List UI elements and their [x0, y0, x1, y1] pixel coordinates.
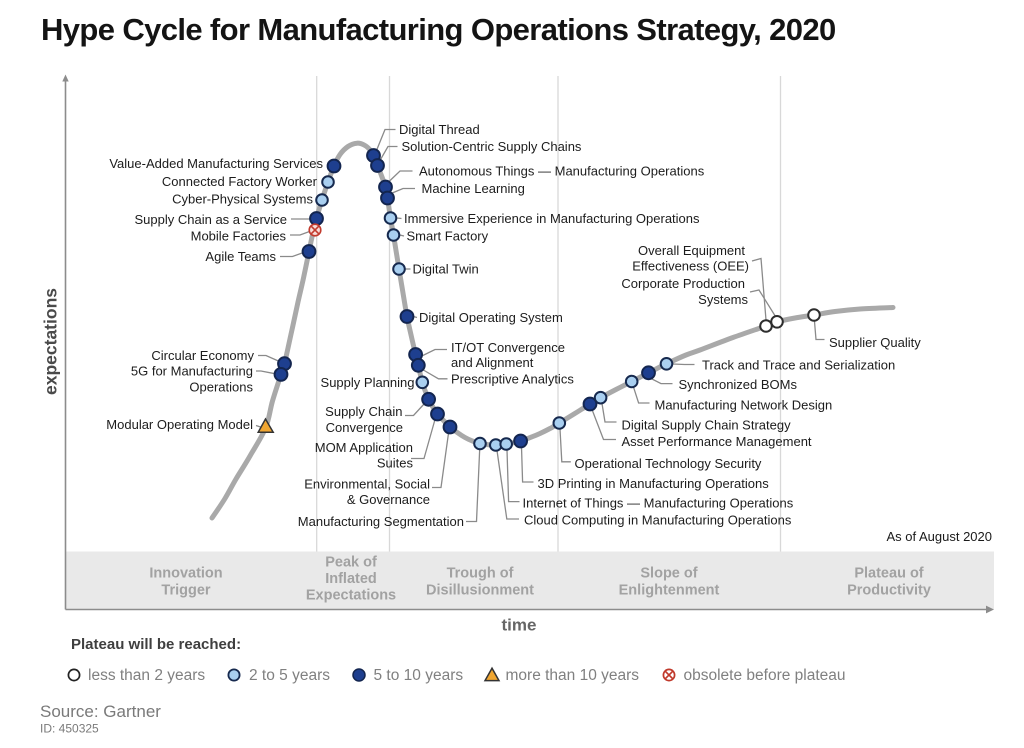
svg-text:and Alignment: and Alignment — [451, 355, 534, 370]
svg-text:Convergence: Convergence — [326, 420, 403, 435]
svg-text:Inflated: Inflated — [325, 571, 377, 587]
svg-text:Cyber-Physical Systems: Cyber-Physical Systems — [172, 192, 313, 207]
svg-text:Track and Trace and Serializat: Track and Trace and Serialization — [702, 358, 895, 373]
svg-text:Value-Added Manufacturing Serv: Value-Added Manufacturing Services — [109, 156, 323, 171]
svg-text:2 to 5 years: 2 to 5 years — [249, 667, 330, 684]
svg-text:Digital Twin: Digital Twin — [413, 262, 479, 277]
svg-text:Peak of: Peak of — [325, 555, 377, 571]
svg-text:ID: 450325: ID: 450325 — [40, 722, 99, 736]
svg-text:Asset Performance Management: Asset Performance Management — [622, 434, 812, 449]
svg-text:Supply Planning: Supply Planning — [321, 375, 415, 390]
svg-text:3D Printing in Manufacturing O: 3D Printing in Manufacturing Operations — [538, 476, 770, 491]
svg-text:Suites: Suites — [377, 456, 414, 471]
svg-text:Corporate Production: Corporate Production — [621, 276, 745, 291]
svg-text:Systems: Systems — [698, 292, 748, 307]
svg-text:more than 10 years: more than 10 years — [506, 667, 640, 684]
svg-text:Operational Technology Securit: Operational Technology Security — [575, 456, 762, 471]
svg-text:obsolete before plateau: obsolete before plateau — [684, 667, 846, 684]
svg-text:Effectiveness (OEE): Effectiveness (OEE) — [632, 259, 749, 274]
svg-text:Manufacturing Network Design: Manufacturing Network Design — [655, 398, 833, 413]
svg-text:Cloud Computing in Manufacturi: Cloud Computing in Manufacturing Operati… — [524, 513, 792, 528]
svg-text:Plateau of: Plateau of — [854, 566, 923, 582]
svg-text:Supply Chain as a Service: Supply Chain as a Service — [135, 212, 287, 227]
svg-text:Smart Factory: Smart Factory — [407, 229, 489, 244]
svg-text:time: time — [502, 616, 537, 635]
svg-text:Prescriptive Analytics: Prescriptive Analytics — [451, 372, 574, 387]
svg-text:Operations: Operations — [189, 380, 253, 395]
svg-text:Disillusionment: Disillusionment — [426, 583, 534, 599]
svg-text:Synchronized BOMs: Synchronized BOMs — [679, 377, 798, 392]
svg-text:Autonomous Things — Manufactur: Autonomous Things — Manufacturing Operat… — [419, 164, 705, 179]
svg-text:Immersive Experience in Manufa: Immersive Experience in Manufacturing Op… — [404, 211, 700, 226]
svg-text:Digital Operating System: Digital Operating System — [419, 310, 563, 325]
svg-text:Overall Equipment: Overall Equipment — [638, 243, 745, 258]
svg-text:Supply Chain: Supply Chain — [325, 404, 402, 419]
svg-text:Internet of Things — Manufactu: Internet of Things — Manufacturing Opera… — [523, 496, 794, 511]
svg-text:Digital Supply Chain Strategy: Digital Supply Chain Strategy — [622, 418, 792, 433]
svg-text:Hype Cycle for Manufacturing O: Hype Cycle for Manufacturing Operations … — [41, 12, 836, 47]
svg-text:Manufacturing Segmentation: Manufacturing Segmentation — [298, 514, 464, 529]
svg-text:Environmental, Social: Environmental, Social — [304, 477, 430, 492]
svg-text:Modular Operating Model: Modular Operating Model — [106, 417, 253, 432]
svg-text:Slope of: Slope of — [640, 566, 697, 582]
svg-text:Trough of: Trough of — [447, 566, 514, 582]
svg-text:expectations: expectations — [41, 288, 61, 395]
svg-text:& Governance: & Governance — [347, 492, 430, 507]
svg-text:Expectations: Expectations — [306, 588, 396, 604]
svg-text:Machine Learning: Machine Learning — [422, 181, 525, 196]
svg-text:Digital Thread: Digital Thread — [399, 122, 480, 137]
svg-text:IT/OT Convergence: IT/OT Convergence — [451, 340, 565, 355]
svg-text:Source: Gartner: Source: Gartner — [40, 702, 161, 721]
svg-text:As of August 2020: As of August 2020 — [886, 529, 992, 544]
svg-text:Supplier Quality: Supplier Quality — [829, 335, 921, 350]
svg-text:Circular Economy: Circular Economy — [151, 348, 254, 363]
svg-text:less than 2 years: less than 2 years — [88, 667, 205, 684]
svg-text:5 to 10 years: 5 to 10 years — [374, 667, 464, 684]
svg-text:Productivity: Productivity — [847, 583, 931, 599]
svg-text:Connected Factory Worker: Connected Factory Worker — [162, 174, 318, 189]
svg-text:Solution-Centric Supply Chains: Solution-Centric Supply Chains — [402, 139, 582, 154]
svg-text:Plateau will be reached:: Plateau will be reached: — [71, 636, 241, 653]
svg-text:Innovation: Innovation — [149, 566, 222, 582]
svg-text:Enlightenment: Enlightenment — [619, 583, 720, 599]
svg-text:Agile Teams: Agile Teams — [205, 249, 276, 264]
svg-text:Trigger: Trigger — [161, 583, 211, 599]
svg-text:MOM Application: MOM Application — [315, 440, 413, 455]
svg-text:5G for Manufacturing: 5G for Manufacturing — [131, 364, 253, 379]
svg-text:Mobile Factories: Mobile Factories — [191, 229, 287, 244]
